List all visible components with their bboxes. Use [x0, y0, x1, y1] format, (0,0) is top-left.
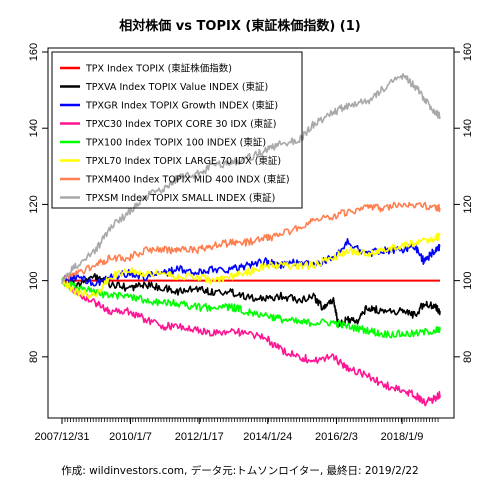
legend-label: TPX Index TOPIX (東証株価指数)	[85, 63, 232, 75]
chart-title: 相対株価 vs TOPIX (東証株価指数) (1)	[119, 18, 360, 34]
y-tick-label-right: 120	[462, 195, 474, 213]
axis-layer: 80 80 100 100 120 120 140 140 160 160 2007/12/31 20…	[28, 43, 474, 443]
x-tick-label: 2018/1/9	[381, 431, 424, 443]
series-line-1	[61, 272, 441, 328]
legend-label: TPXGR Index TOPIX Growth INDEX (東証)	[85, 100, 278, 112]
legend-label: TPX100 Index TOPIX 100 INDEX (東証)	[85, 137, 266, 149]
x-tick-label: 2010/1/7	[109, 431, 152, 443]
legend-label: TPXM400 Index TOPIX MID 400 INDX (東証)	[85, 174, 290, 186]
y-tick-label-left: 120	[28, 195, 40, 213]
x-tick-label: 2016/2/3	[315, 431, 358, 443]
x-tick-label: 2007/12/31	[34, 431, 89, 443]
series-line-7	[61, 72, 441, 285]
y-tick-label-right: 140	[462, 119, 474, 137]
y-tick-label-right: 100	[462, 271, 474, 289]
series-line-2	[61, 238, 441, 287]
legend-label: TPXVA Index TOPIX Value INDEX (東証)	[85, 81, 268, 93]
y-tick-label-left: 140	[28, 119, 40, 137]
x-tick-label: 2012/1/17	[175, 431, 224, 443]
series-line-6	[61, 201, 441, 283]
y-tick-label-left: 160	[28, 43, 40, 61]
series-line-5	[61, 232, 441, 299]
legend-box	[51, 51, 303, 209]
x-tick-label: 2014/1/24	[243, 431, 292, 443]
y-tick-label-right: 80	[462, 351, 474, 363]
plot-frame	[47, 47, 455, 419]
series-line-3	[61, 277, 441, 407]
series-layer	[61, 72, 441, 407]
legend-label: TPXC30 Index TOPIX CORE 30 IDX (東証)	[85, 118, 277, 130]
series-line-4	[61, 276, 441, 339]
chart-caption: 作成: wildinvestors.com, データ元:トムソンロイター, 最終…	[61, 464, 418, 477]
legend: TPX Index TOPIX (東証株価指数) TPXVA Index TOPI…	[51, 51, 303, 209]
y-tick-label-right: 160	[462, 43, 474, 61]
y-tick-label-left: 100	[28, 271, 40, 289]
y-tick-label-left: 80	[28, 351, 40, 363]
legend-label: TPXSM Index TOPIX SMALL INDEX (東証)	[85, 192, 275, 204]
legend-label: TPXL70 Index TOPIX LARGE 70 IDX (東証)	[85, 155, 281, 167]
